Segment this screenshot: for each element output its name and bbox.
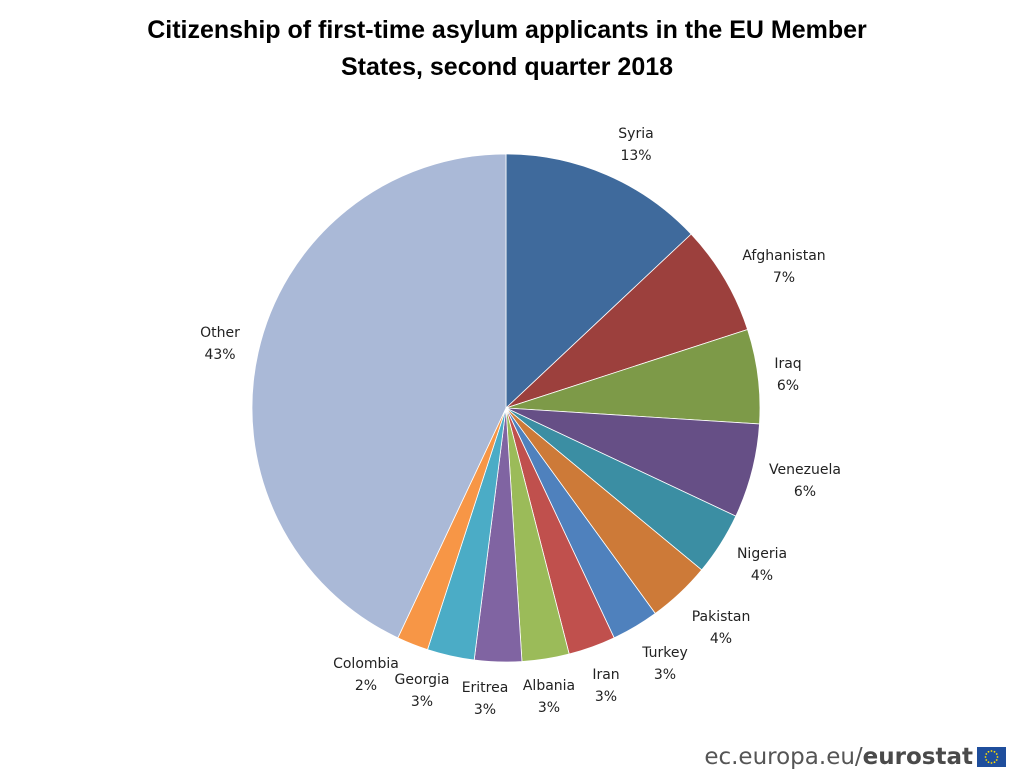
slice-label-afghanistan: Afghanistan xyxy=(742,248,825,264)
slice-value-other: 43% xyxy=(204,347,235,363)
slice-label-syria: Syria xyxy=(618,126,653,142)
slice-value-iraq: 6% xyxy=(777,378,799,394)
pie-slice-syria xyxy=(505,153,692,409)
slice-value-pakistan: 4% xyxy=(710,631,732,647)
slice-label-georgia: Georgia xyxy=(395,672,450,688)
slice-value-albania: 3% xyxy=(538,700,560,716)
slice-value-iran: 3% xyxy=(595,689,617,705)
slice-value-afghanistan: 7% xyxy=(773,270,795,286)
chart-title-line-1: Citizenship of first-time asylum applica… xyxy=(147,16,867,44)
slice-label-iraq: Iraq xyxy=(774,356,801,372)
slice-label-nigeria: Nigeria xyxy=(737,546,787,562)
slice-value-nigeria: 4% xyxy=(751,568,773,584)
eurostat-footer: ec.europa.eu/ eurostat xyxy=(704,744,1006,770)
slice-value-colombia: 2% xyxy=(355,678,377,694)
slice-label-turkey: Turkey xyxy=(641,645,688,661)
slice-label-other: Other xyxy=(200,325,240,341)
pie-slice-afghanistan xyxy=(505,233,749,409)
slice-label-albania: Albania xyxy=(523,678,575,694)
slice-value-eritrea: 3% xyxy=(474,702,496,718)
pie-slice-other xyxy=(251,153,507,639)
slice-label-colombia: Colombia xyxy=(333,656,399,672)
footer-brand: eurostat xyxy=(862,744,973,770)
chart-title: Citizenship of first-time asylum applica… xyxy=(62,12,952,86)
slice-value-georgia: 3% xyxy=(411,694,433,710)
slice-value-venezuela: 6% xyxy=(794,484,816,500)
slice-value-turkey: 3% xyxy=(654,667,676,683)
slice-label-iran: Iran xyxy=(592,667,619,683)
eu-flag-icon xyxy=(977,747,1006,767)
slice-label-venezuela: Venezuela xyxy=(769,462,841,478)
slice-value-syria: 13% xyxy=(620,148,651,164)
footer-site: ec.europa.eu/ xyxy=(704,744,863,770)
slice-label-pakistan: Pakistan xyxy=(692,609,751,625)
chart-title-line-2: States, second quarter 2018 xyxy=(340,53,674,81)
slice-label-eritrea: Eritrea xyxy=(462,680,509,696)
